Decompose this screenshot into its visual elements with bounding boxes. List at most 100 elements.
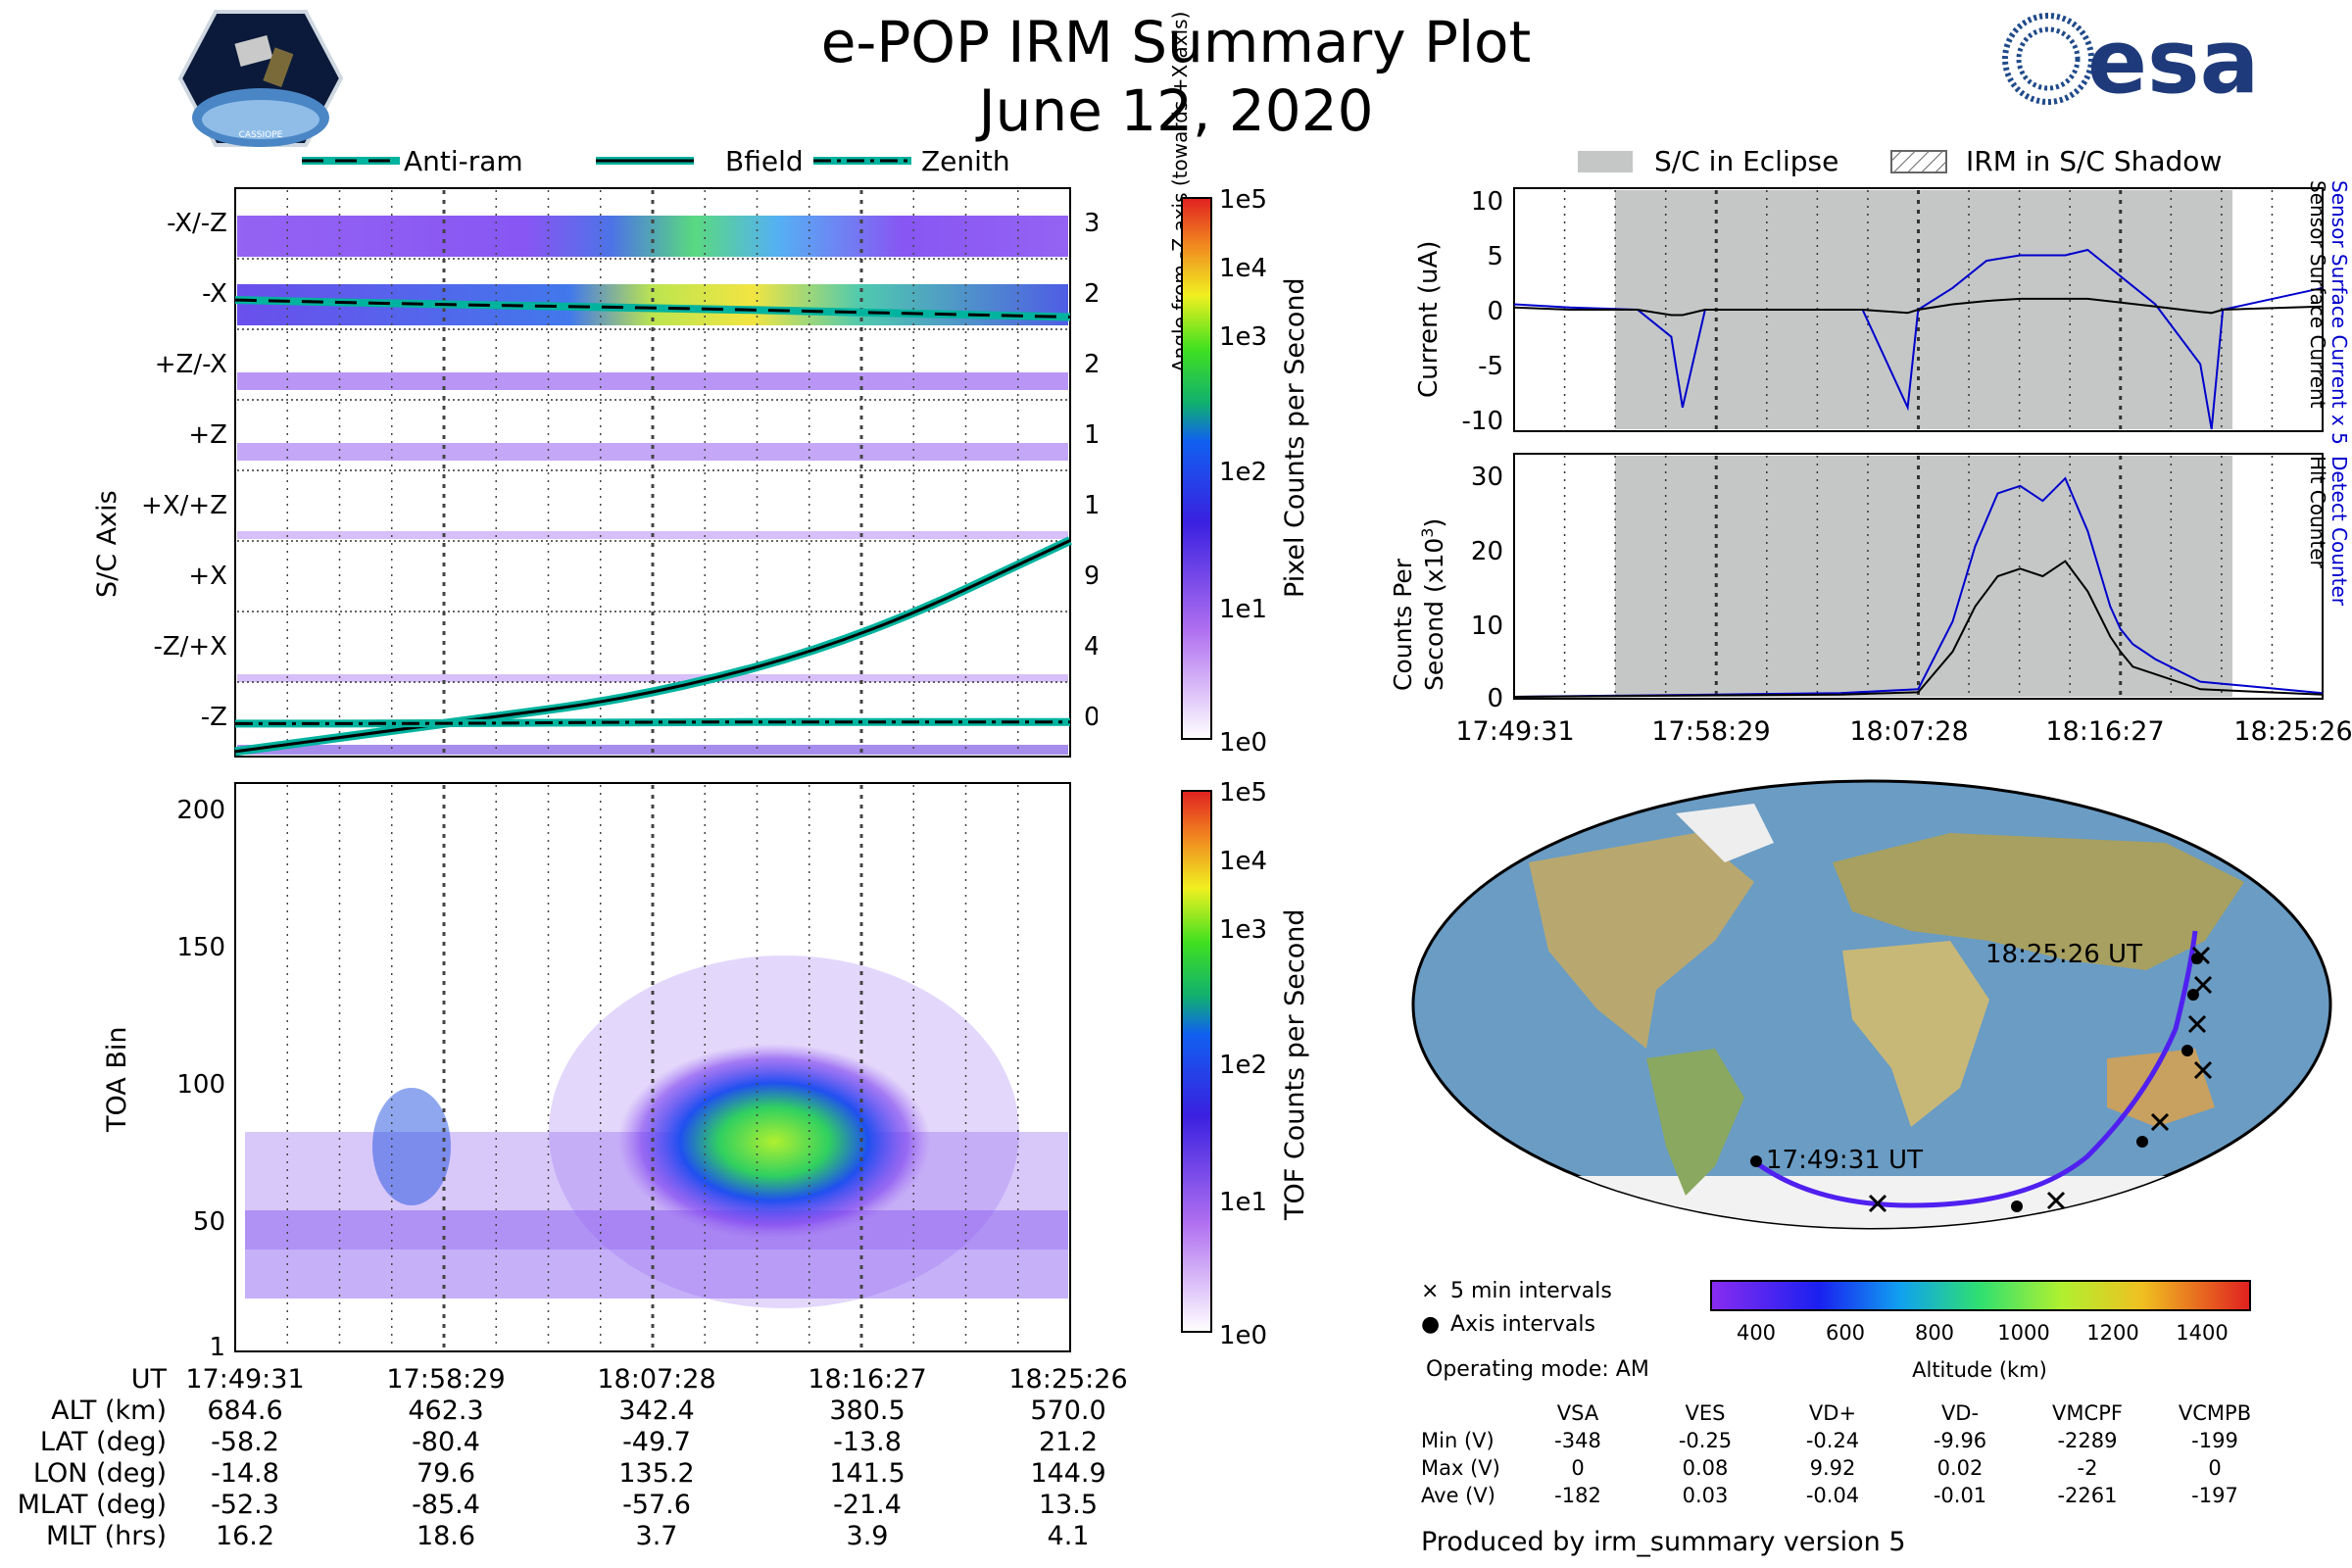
ephemeris-cell: 342.4 (618, 1396, 695, 1426)
voltage-row: Max (V) 0 0.08 9.92 0.02 -2 0 (1421, 1456, 2303, 1484)
cnt-ytick-1: 20 (1471, 537, 1503, 566)
ephemeris-row-label: LON (deg) (32, 1458, 167, 1489)
map-legend: × 5 min intervals ● Axis intervals (1421, 1279, 1612, 1346)
ephemeris-cell: 17:58:29 (386, 1364, 506, 1395)
pixel-cbar-tick-0: 1e5 (1219, 186, 1267, 215)
interval-marker (1868, 1194, 1887, 1213)
ephemeris-cell: 13.5 (1038, 1490, 1099, 1520)
tof-cbar-tick-0: 1e5 (1219, 779, 1267, 808)
voltage-cell: 0.03 (1682, 1484, 1729, 1507)
axis-panel: -X/-Z -X +Z/-X +Z +X/+Z +X -Z/+X -Z 315 … (92, 187, 1098, 758)
dot-icon: ● (1421, 1312, 1441, 1337)
toa-ytick-4: 1 (209, 1333, 225, 1357)
ephemeris-cell: 570.0 (1030, 1396, 1106, 1426)
voltage-col-header: VD+ (1808, 1401, 1857, 1425)
pixel-colorbar: 1e5 1e4 1e3 1e2 1e1 1e0 Pixel Counts per… (1181, 186, 1310, 755)
ephemeris-cell: 144.9 (1030, 1458, 1106, 1489)
toa-peak (617, 1044, 931, 1240)
pixel-cbar-tick-5: 1e0 (1219, 728, 1267, 755)
axis-panel-ylabel: S/C Axis (92, 490, 122, 598)
alt-tick-1: 600 (1826, 1321, 1865, 1345)
ephemeris-cell: 18:07:28 (597, 1364, 716, 1395)
axis-label-7: -Z (201, 703, 227, 732)
alt-tick-0: 400 (1737, 1321, 1776, 1345)
top-legend: Anti-ram Bfield Zenith (302, 145, 1010, 177)
page-date: June 12, 2020 (978, 77, 1374, 144)
cross-icon: × (1421, 1279, 1440, 1303)
ephemeris-cell: 21.2 (1038, 1427, 1099, 1457)
pixel-cbar-label: Pixel Counts per Second (1280, 277, 1310, 598)
interval-marker (2191, 946, 2211, 965)
interval-marker (2150, 1112, 2170, 1132)
operating-mode: Operating mode: AM (1426, 1357, 1649, 1382)
map-end-label: 18:25:26 UT (1985, 940, 2142, 969)
band-zx-neg (237, 674, 1068, 682)
ephemeris-cell: -13.8 (833, 1427, 902, 1457)
voltage-col-header: VSA (1556, 1401, 1599, 1425)
esa-logo-text: esa (2087, 12, 2259, 110)
voltage-cell: -0.01 (1933, 1484, 1987, 1507)
tof-cbar-tick-3: 1e2 (1219, 1051, 1267, 1080)
ephemeris-cell: -52.3 (211, 1490, 279, 1520)
axis-label-5: +X (188, 562, 227, 591)
voltage-cell: -9.96 (1933, 1429, 1987, 1452)
legend-eclipse: S/C in Eclipse (1654, 145, 1838, 177)
cnt-xtick-1: 17:58:29 (1651, 716, 1770, 747)
voltage-cell: 0.02 (1936, 1456, 1984, 1480)
toa-ylabel: TOA Bin (102, 1027, 132, 1133)
legend-axis: Axis intervals (1450, 1312, 1595, 1337)
voltage-col-header: VMCPF (2052, 1401, 2123, 1425)
ephemeris-cell: 462.3 (408, 1396, 484, 1426)
alt-tick-4: 1200 (2086, 1321, 2138, 1345)
zenith-line-core (234, 720, 1070, 725)
voltage-cell: -0.24 (1805, 1429, 1860, 1452)
voltage-cell: 9.92 (1809, 1456, 1856, 1480)
voltage-row: Ave (V) -182 0.03 -0.04 -0.01 -2261 -197 (1421, 1484, 2303, 1511)
world-map: 17:49:31 UT 18:25:26 UT (1411, 779, 2332, 1230)
ephemeris-cell: -80.4 (412, 1427, 480, 1457)
hit-counter-line (1513, 560, 2324, 698)
ephemeris-cell: -49.7 (622, 1427, 691, 1457)
ephemeris-cell: 18.6 (416, 1521, 476, 1551)
ephemeris-cell: 684.6 (207, 1396, 283, 1426)
page-title: e-POP IRM Summary Plot (820, 9, 1532, 75)
angle-tick-5: 90 (1084, 562, 1098, 591)
interval-marker (2187, 1014, 2207, 1034)
toa-band-lower (245, 1210, 1068, 1298)
ephemeris-cell: 3.9 (846, 1521, 889, 1551)
legend-zenith: Zenith (921, 145, 1010, 177)
voltage-cell: -0.04 (1805, 1484, 1860, 1507)
anti-ram-line-core (234, 298, 1071, 318)
voltage-row: Min (V) -348 -0.25 -0.24 -9.96 -2289 -199 (1421, 1429, 2303, 1456)
altitude-colorbar: 400 600 800 1000 1200 1400 Altitude (km) (1710, 1280, 2251, 1382)
cur-ytick-4: -10 (1462, 407, 1503, 436)
legend-bfield: Bfield (725, 145, 804, 177)
current-ylabel: Current (uA) (1414, 241, 1444, 398)
interval-marker (2046, 1191, 2066, 1210)
voltage-cell: -2 (2077, 1456, 2098, 1480)
ephemeris-cell: -57.6 (622, 1490, 691, 1520)
alt-tick-2: 800 (1915, 1321, 1954, 1345)
voltage-cell: -197 (2191, 1484, 2238, 1507)
footer-text: Produced by irm_summary version 5 (1421, 1527, 1906, 1557)
counts-ylabel-1: Counts Per (1389, 558, 1417, 691)
voltage-cell: -2261 (2057, 1484, 2118, 1507)
ephemeris-cell: 141.5 (829, 1458, 906, 1489)
south-america (1646, 1049, 1744, 1196)
angle-tick-4: 135 (1084, 491, 1098, 520)
voltage-table: VSA VES VD+ VD- VMCPF VCMPB Min (V) -348 -0.25 -0… (1421, 1401, 2303, 1511)
africa (1842, 941, 1989, 1127)
pixel-cbar-tick-3: 1e2 (1219, 458, 1267, 487)
voltage-cell: 0.08 (1682, 1456, 1729, 1480)
ephemeris-row: MLAT (deg) -52.3 -85.4 -57.6 -21.4 13.5 (18, 1490, 1137, 1521)
ephemeris-cell: 18:16:27 (808, 1364, 927, 1395)
legend-shadow: IRM in S/C Shadow (1966, 145, 2222, 177)
cnt-xtick-0: 17:49:31 (1455, 716, 1574, 747)
voltage-cell: 0 (1571, 1456, 1585, 1480)
ephemeris-row: LON (deg) -14.8 79.6 135.2 141.5 144.9 (29, 1458, 1137, 1490)
cnt-xtick-2: 18:07:28 (1849, 716, 1968, 747)
ephemeris-row: ALT (km) 684.6 462.3 342.4 380.5 570.0 (29, 1396, 1137, 1427)
ephemeris-cell: 4.1 (1047, 1521, 1090, 1551)
pixel-cbar-tick-1: 1e4 (1219, 254, 1267, 283)
greenland (1676, 804, 1774, 862)
